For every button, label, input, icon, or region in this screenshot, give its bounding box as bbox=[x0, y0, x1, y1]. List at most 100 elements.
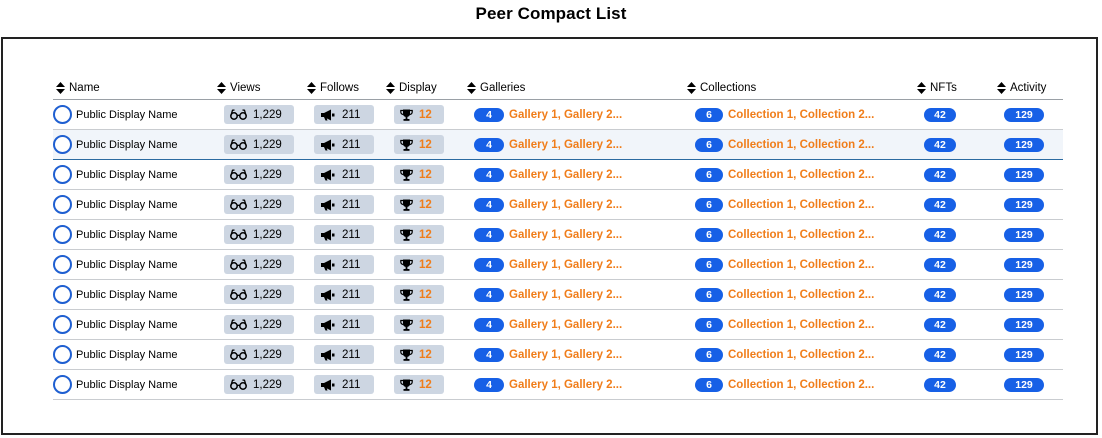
table-row[interactable]: Public Display Name 1,229 bbox=[53, 370, 1063, 400]
collections-link[interactable]: Collection 1, Collection 2... bbox=[728, 138, 875, 151]
activity-count-pill[interactable]: 129 bbox=[1004, 317, 1044, 332]
gallery-count-pill[interactable]: 4 bbox=[474, 107, 504, 122]
activity-count-pill[interactable]: 129 bbox=[1004, 197, 1044, 212]
display-name[interactable]: Public Display Name bbox=[76, 378, 178, 391]
collection-count-pill[interactable]: 6 bbox=[695, 167, 723, 182]
nfts-count-pill[interactable]: 42 bbox=[924, 107, 956, 122]
display-name[interactable]: Public Display Name bbox=[76, 288, 178, 301]
collection-count-pill[interactable]: 6 bbox=[695, 317, 723, 332]
gallery-count-pill[interactable]: 4 bbox=[474, 347, 504, 362]
avatar[interactable] bbox=[53, 225, 72, 244]
display-name[interactable]: Public Display Name bbox=[76, 138, 178, 151]
galleries-link[interactable]: Gallery 1, Gallery 2... bbox=[509, 378, 623, 391]
gallery-count-pill[interactable]: 4 bbox=[474, 317, 504, 332]
galleries-link[interactable]: Gallery 1, Gallery 2... bbox=[509, 348, 623, 361]
display-name[interactable]: Public Display Name bbox=[76, 108, 178, 121]
avatar[interactable] bbox=[53, 105, 72, 124]
activity-count-pill[interactable]: 129 bbox=[1004, 227, 1044, 242]
display-name[interactable]: Public Display Name bbox=[76, 348, 178, 361]
collections-link[interactable]: Collection 1, Collection 2... bbox=[728, 258, 875, 271]
table-row[interactable]: Public Display Name 1,229 bbox=[53, 160, 1063, 190]
gallery-count-pill[interactable]: 4 bbox=[474, 137, 504, 152]
activity-count-pill[interactable]: 129 bbox=[1004, 257, 1044, 272]
collection-count-pill[interactable]: 6 bbox=[695, 287, 723, 302]
column-header-follows[interactable]: Follows bbox=[307, 82, 359, 94]
display-name[interactable]: Public Display Name bbox=[76, 318, 178, 331]
galleries-link[interactable]: Gallery 1, Gallery 2... bbox=[509, 318, 623, 331]
galleries-link[interactable]: Gallery 1, Gallery 2... bbox=[509, 168, 623, 181]
gallery-count-pill[interactable]: 4 bbox=[474, 377, 504, 392]
collections-link[interactable]: Collection 1, Collection 2... bbox=[728, 288, 875, 301]
column-header-views[interactable]: Views bbox=[217, 82, 260, 94]
activity-count-pill[interactable]: 129 bbox=[1004, 137, 1044, 152]
collection-count-pill[interactable]: 6 bbox=[695, 137, 723, 152]
nfts-count-pill[interactable]: 42 bbox=[924, 137, 956, 152]
table-row[interactable]: Public Display Name 1,229 bbox=[53, 220, 1063, 250]
avatar[interactable] bbox=[53, 285, 72, 304]
column-header-name[interactable]: Name bbox=[56, 82, 100, 94]
nfts-count-pill[interactable]: 42 bbox=[924, 317, 956, 332]
gallery-count-pill[interactable]: 4 bbox=[474, 287, 504, 302]
column-header-nfts[interactable]: NFTs bbox=[917, 82, 957, 94]
nfts-count-pill[interactable]: 42 bbox=[924, 347, 956, 362]
avatar[interactable] bbox=[53, 165, 72, 184]
nfts-count-pill[interactable]: 42 bbox=[924, 197, 956, 212]
column-header-display[interactable]: Display bbox=[386, 82, 437, 94]
column-header-collections[interactable]: Collections bbox=[687, 82, 756, 94]
collection-count-pill[interactable]: 6 bbox=[695, 197, 723, 212]
collection-count-pill[interactable]: 6 bbox=[695, 347, 723, 362]
gallery-count-pill[interactable]: 4 bbox=[474, 227, 504, 242]
collections-link[interactable]: Collection 1, Collection 2... bbox=[728, 228, 875, 241]
nfts-count-pill[interactable]: 42 bbox=[924, 377, 956, 392]
collection-count-pill[interactable]: 6 bbox=[695, 257, 723, 272]
display-name[interactable]: Public Display Name bbox=[76, 168, 178, 181]
activity-count-pill[interactable]: 129 bbox=[1004, 107, 1044, 122]
table-row[interactable]: Public Display Name 1,229 bbox=[53, 100, 1063, 130]
avatar[interactable] bbox=[53, 135, 72, 154]
collections-link[interactable]: Collection 1, Collection 2... bbox=[728, 108, 875, 121]
display-name[interactable]: Public Display Name bbox=[76, 228, 178, 241]
activity-count-pill[interactable]: 129 bbox=[1004, 287, 1044, 302]
column-header-activity[interactable]: Activity bbox=[997, 82, 1046, 94]
avatar[interactable] bbox=[53, 255, 72, 274]
collections-link[interactable]: Collection 1, Collection 2... bbox=[728, 318, 875, 331]
activity-count-pill[interactable]: 129 bbox=[1004, 167, 1044, 182]
gallery-count-pill[interactable]: 4 bbox=[474, 197, 504, 212]
galleries-link[interactable]: Gallery 1, Gallery 2... bbox=[509, 108, 623, 121]
avatar[interactable] bbox=[53, 375, 72, 394]
nfts-count-pill[interactable]: 42 bbox=[924, 227, 956, 242]
nfts-count-pill[interactable]: 42 bbox=[924, 167, 956, 182]
nfts-count-pill[interactable]: 42 bbox=[924, 257, 956, 272]
galleries-link[interactable]: Gallery 1, Gallery 2... bbox=[509, 228, 623, 241]
collection-count-pill[interactable]: 6 bbox=[695, 107, 723, 122]
table-row[interactable]: Public Display Name 1,229 bbox=[53, 280, 1063, 310]
display-count: 12 bbox=[419, 288, 432, 301]
table-row[interactable]: Public Display Name 1,229 bbox=[53, 340, 1063, 370]
collections-link[interactable]: Collection 1, Collection 2... bbox=[728, 348, 875, 361]
galleries-link[interactable]: Gallery 1, Gallery 2... bbox=[509, 258, 623, 271]
collections-link[interactable]: Collection 1, Collection 2... bbox=[728, 198, 875, 211]
column-header-galleries[interactable]: Galleries bbox=[467, 82, 525, 94]
activity-count-pill[interactable]: 129 bbox=[1004, 377, 1044, 392]
collections-link[interactable]: Collection 1, Collection 2... bbox=[728, 378, 875, 391]
display-name[interactable]: Public Display Name bbox=[76, 258, 178, 271]
collection-count-pill[interactable]: 6 bbox=[695, 227, 723, 242]
display-name[interactable]: Public Display Name bbox=[76, 198, 178, 211]
collection-count-pill[interactable]: 6 bbox=[695, 377, 723, 392]
gallery-count-pill[interactable]: 4 bbox=[474, 257, 504, 272]
table-row[interactable]: Public Display Name 1,229 bbox=[53, 130, 1063, 160]
table-row[interactable]: Public Display Name 1,229 bbox=[53, 190, 1063, 220]
avatar[interactable] bbox=[53, 345, 72, 364]
trophy-icon bbox=[400, 169, 413, 181]
table-row[interactable]: Public Display Name 1,229 bbox=[53, 250, 1063, 280]
galleries-link[interactable]: Gallery 1, Gallery 2... bbox=[509, 198, 623, 211]
collections-link[interactable]: Collection 1, Collection 2... bbox=[728, 168, 875, 181]
table-row[interactable]: Public Display Name 1,229 bbox=[53, 310, 1063, 340]
avatar[interactable] bbox=[53, 315, 72, 334]
activity-count-pill[interactable]: 129 bbox=[1004, 347, 1044, 362]
galleries-link[interactable]: Gallery 1, Gallery 2... bbox=[509, 138, 623, 151]
gallery-count-pill[interactable]: 4 bbox=[474, 167, 504, 182]
avatar[interactable] bbox=[53, 195, 72, 214]
galleries-link[interactable]: Gallery 1, Gallery 2... bbox=[509, 288, 623, 301]
nfts-count-pill[interactable]: 42 bbox=[924, 287, 956, 302]
